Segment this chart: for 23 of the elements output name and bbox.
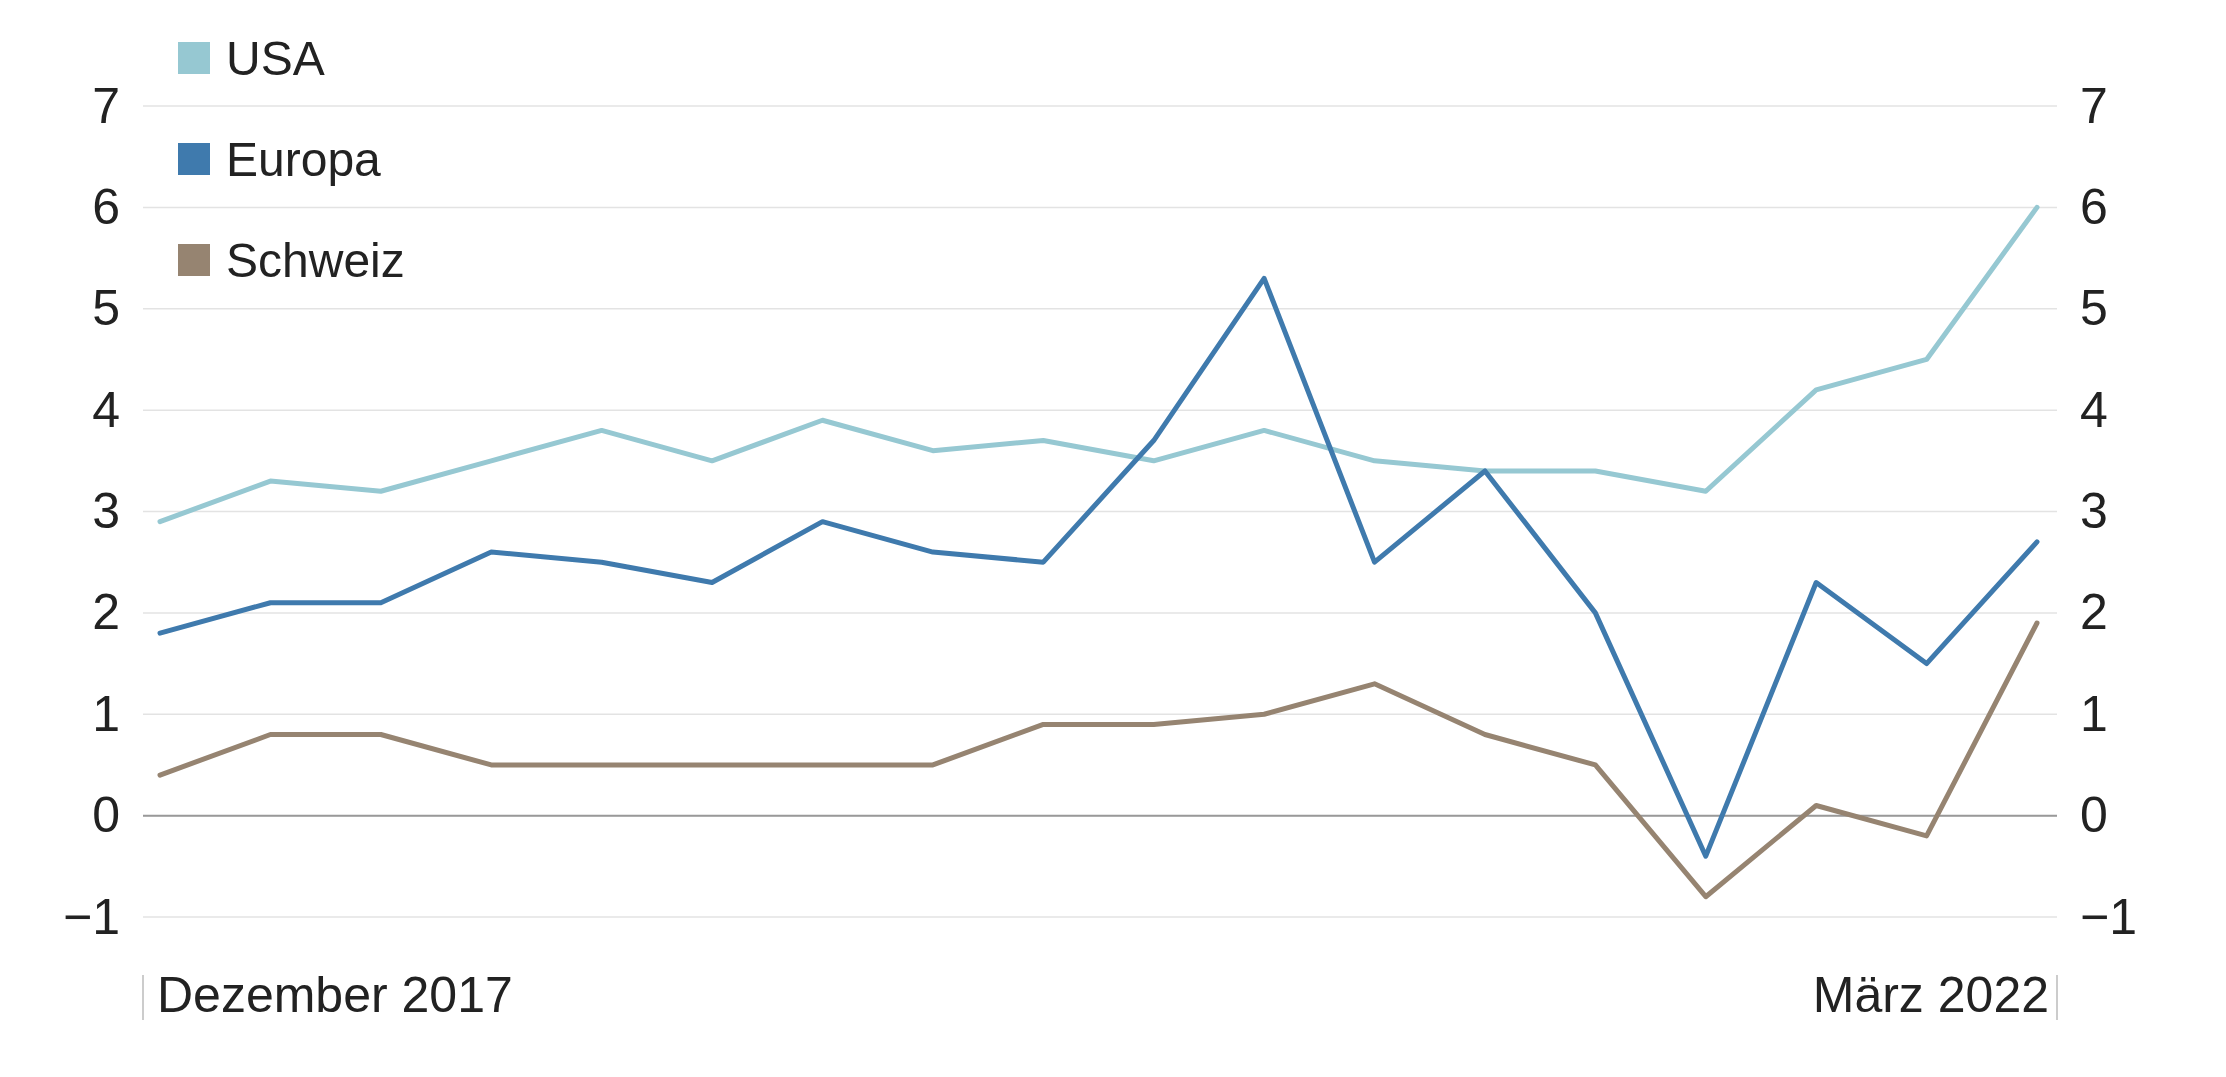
legend-label: USA bbox=[226, 32, 325, 85]
y2-tick-label: 2 bbox=[2080, 584, 2108, 641]
y-tick-label: 0 bbox=[92, 787, 120, 844]
y2-tick-label: 4 bbox=[2080, 381, 2108, 438]
y-tick-label: 6 bbox=[92, 178, 120, 235]
text: Dezember 2017 bbox=[157, 967, 513, 1023]
y-tick-label: 1 bbox=[92, 685, 120, 742]
y-tick-label: 5 bbox=[92, 280, 120, 337]
y-tick-label: −1 bbox=[62, 888, 120, 945]
y-tick-label: 4 bbox=[92, 381, 120, 438]
y2-tick-label: 7 bbox=[2080, 77, 2108, 134]
y-tick-label: 3 bbox=[92, 483, 120, 539]
y2-tick-label: 0 bbox=[2080, 787, 2108, 844]
y-tick-label: 7 bbox=[92, 77, 120, 134]
legend-label: Schweiz bbox=[226, 234, 405, 287]
y2-tick-label: 6 bbox=[2080, 178, 2108, 235]
legend-label: Europa bbox=[226, 133, 382, 186]
y2-tick-label: 3 bbox=[2080, 483, 2108, 539]
y2-tick-label: 5 bbox=[2080, 280, 2108, 337]
y2-tick-label: −1 bbox=[2080, 888, 2138, 945]
text: März 2022 bbox=[1812, 967, 2049, 1023]
y2-tick-label: 1 bbox=[2080, 685, 2108, 742]
y-tick-label: 2 bbox=[92, 584, 120, 641]
